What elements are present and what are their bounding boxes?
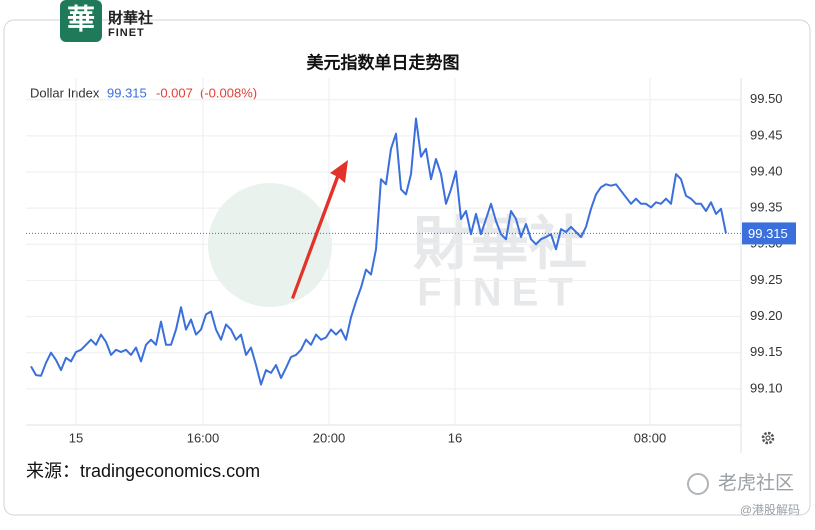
legend-change-pct: (-0.008%) [200, 85, 257, 100]
y-tick-label: 99.25 [750, 272, 783, 287]
settings-icon [761, 431, 775, 445]
last-value-tag [742, 222, 796, 245]
logo-glyph: 華 [67, 3, 95, 34]
y-tick-label: 99.45 [750, 127, 783, 142]
x-tick-label: 16 [448, 430, 462, 445]
legend-last: 99.315 [107, 85, 147, 100]
legend-change: -0.007 [156, 85, 193, 100]
watermark-handle: @港股解码 [740, 503, 800, 517]
y-tick-label: 99.20 [750, 308, 783, 323]
x-tick-label: 15 [69, 430, 83, 445]
watermark-en: FINET [417, 271, 583, 315]
chart-title: 美元指数单日走势图 [307, 52, 460, 72]
logo-cn: 財華社 [107, 9, 153, 27]
logo-en: FINET [108, 27, 145, 39]
watermark-site: 老虎社区 [718, 472, 794, 494]
x-tick-label: 08:00 [634, 430, 667, 445]
logo-icon [60, 0, 102, 42]
y-tick-label: 99.50 [750, 91, 783, 106]
last-value-label: 99.315 [748, 226, 788, 241]
y-tick-label: 99.35 [750, 200, 783, 215]
y-tick-label: 99.10 [750, 380, 783, 395]
source: 来源：tradingeconomics.com [26, 461, 260, 481]
plot: 99.1099.1599.2099.2599.3099.3599.4099.45… [26, 78, 796, 453]
legend-name: Dollar Index [30, 85, 100, 100]
x-tick-label: 20:00 [313, 430, 346, 445]
site-icon [687, 473, 709, 495]
x-tick-label: 16:00 [187, 430, 220, 445]
y-tick-label: 99.15 [750, 344, 783, 359]
arrow [291, 160, 348, 299]
y-tick-label: 99.40 [750, 163, 783, 178]
card [3, 19, 811, 516]
line [30, 117, 727, 386]
